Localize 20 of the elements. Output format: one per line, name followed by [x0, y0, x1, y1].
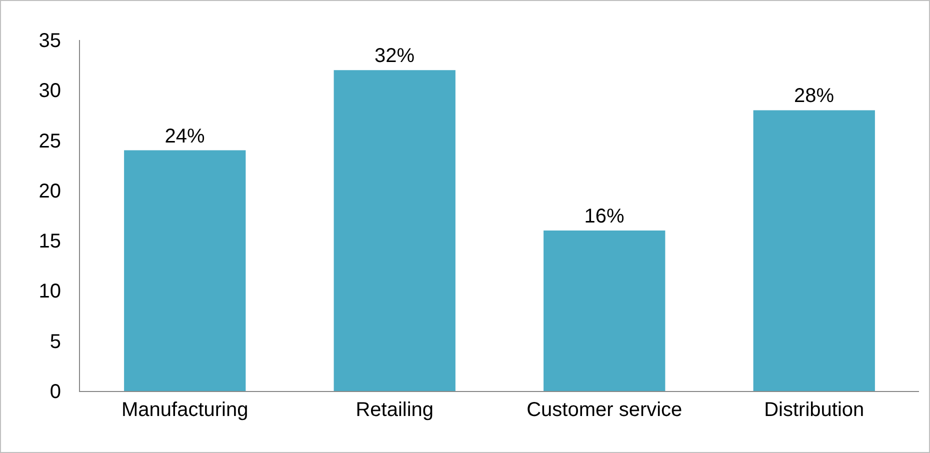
bar — [334, 70, 456, 391]
data-label: 24% — [164, 125, 205, 148]
x-tick-label: Retailing — [356, 399, 434, 421]
y-tick-label: 35 — [38, 30, 61, 52]
data-label: 32% — [374, 45, 415, 68]
y-tick-label: 25 — [38, 130, 61, 152]
bar — [544, 230, 666, 391]
bar — [753, 110, 875, 391]
data-label: 28% — [794, 85, 834, 108]
x-tick-label: Distribution — [764, 399, 864, 421]
x-tick-label: Customer service — [526, 399, 682, 421]
y-tick-label: 0 — [50, 381, 61, 403]
y-tick-label: 20 — [38, 180, 61, 202]
y-tick-label: 15 — [38, 230, 61, 253]
y-tick-label: 5 — [50, 330, 61, 353]
x-tick-label: Manufacturing — [122, 399, 248, 421]
bar — [124, 150, 246, 391]
data-label: 16% — [584, 206, 624, 228]
y-tick-label: 10 — [38, 280, 61, 303]
y-tick-label: 30 — [38, 80, 61, 102]
